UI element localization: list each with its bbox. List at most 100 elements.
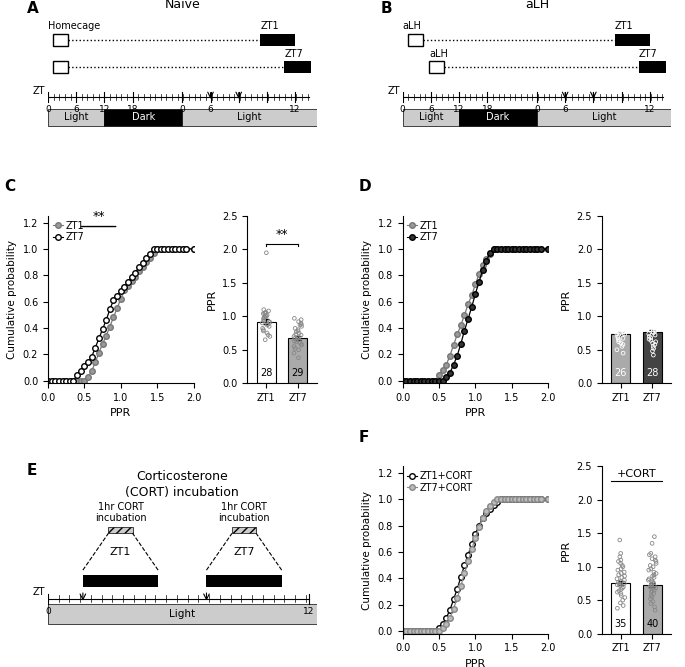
Point (612, 580, 623, 590)
Point (616, 341, 627, 352)
Text: 12: 12 (644, 105, 656, 114)
Point (646, 587, 657, 598)
ZT1+CORT (453, 585, 461, 593)
Point (616, 590, 627, 601)
ZT1 (453, 330, 461, 338)
Point (294, 327, 305, 338)
Point (612, 332, 623, 343)
ZT1 (493, 245, 501, 253)
ZT7 (58, 377, 66, 385)
Text: 35: 35 (614, 618, 627, 628)
Point (260, 334, 271, 345)
ZT1+CORT (482, 508, 490, 516)
Point (615, 588, 626, 599)
ZT1 (121, 285, 129, 293)
Point (613, 570, 624, 580)
ZT1 (88, 368, 96, 376)
Text: aLH: aLH (403, 21, 421, 31)
ZT7+CORT (460, 569, 469, 577)
Bar (53, 33, 68, 45)
Point (263, 305, 274, 316)
X-axis label: PPR: PPR (465, 659, 486, 667)
ZT7 (522, 245, 530, 253)
X-axis label: PPR: PPR (465, 408, 486, 418)
ZT7 (519, 245, 527, 253)
Point (615, 338, 626, 348)
ZT7 (526, 245, 534, 253)
ZT7 (99, 325, 107, 334)
Point (614, 323, 625, 334)
ZT7 (432, 377, 440, 385)
ZT7 (95, 334, 103, 342)
ZT7 (84, 358, 92, 366)
ZT1 (51, 377, 60, 385)
Bar (643, 585, 662, 634)
Text: Light: Light (419, 112, 443, 122)
Bar (408, 33, 423, 45)
Point (294, 334, 305, 345)
ZT1+CORT (427, 627, 436, 635)
Line: ZT7+CORT: ZT7+CORT (400, 496, 551, 634)
ZT7+CORT (443, 620, 451, 628)
Point (645, 319, 656, 329)
ZT7+CORT (508, 496, 516, 504)
ZT7 (116, 287, 125, 295)
ZT1 (116, 295, 125, 303)
Text: Light: Light (237, 112, 262, 122)
Text: 12: 12 (453, 105, 464, 114)
ZT7 (453, 352, 461, 360)
Point (643, 328, 654, 339)
ZT1 (475, 270, 483, 278)
Point (289, 333, 300, 344)
Point (258, 314, 269, 325)
ZT1 (519, 245, 527, 253)
ZT7+CORT (438, 624, 447, 632)
Point (617, 324, 628, 335)
Text: ZT7: ZT7 (639, 49, 658, 59)
ZT7 (468, 303, 476, 311)
Point (649, 567, 660, 578)
Point (649, 570, 660, 580)
Point (616, 568, 627, 579)
ZT7+CORT (471, 534, 480, 542)
Point (645, 564, 656, 574)
Text: ZT1: ZT1 (110, 547, 132, 557)
ZT1+CORT (460, 561, 469, 569)
ZT1 (175, 245, 183, 253)
Bar (108, 527, 133, 534)
Point (619, 575, 630, 586)
Point (290, 336, 301, 347)
ZT7 (66, 377, 74, 385)
ZT7 (69, 377, 77, 385)
Point (292, 325, 303, 336)
Point (644, 311, 655, 321)
ZT7 (497, 245, 505, 253)
ZT1+CORT (522, 496, 530, 504)
ZT1 (95, 349, 103, 357)
ZT7 (464, 315, 472, 323)
Point (646, 312, 657, 323)
ZT1 (113, 304, 121, 312)
ZT1+CORT (416, 627, 425, 635)
ZT1+CORT (530, 496, 538, 504)
Text: 6: 6 (562, 105, 568, 114)
Text: 6: 6 (428, 105, 434, 114)
Bar (182, 109, 316, 125)
Point (293, 352, 304, 363)
ZT1+CORT (526, 496, 534, 504)
Point (649, 605, 660, 616)
Text: ZT1: ZT1 (260, 21, 279, 31)
Point (647, 596, 658, 607)
ZT1 (486, 250, 494, 258)
Point (262, 327, 273, 338)
ZT1 (435, 372, 443, 380)
Point (619, 329, 630, 340)
ZT1+CORT (413, 627, 421, 635)
Point (645, 560, 656, 571)
Point (292, 334, 303, 345)
Bar (260, 33, 295, 45)
Point (645, 332, 656, 343)
Text: 1hr CORT
incubation: 1hr CORT incubation (219, 502, 270, 524)
ZT7 (168, 245, 176, 253)
Text: Corticosterone
(CORT) incubation: Corticosterone (CORT) incubation (125, 470, 239, 499)
